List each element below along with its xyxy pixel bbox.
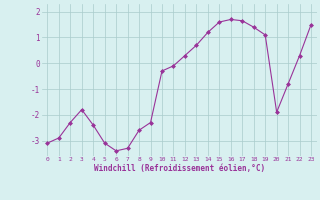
X-axis label: Windchill (Refroidissement éolien,°C): Windchill (Refroidissement éolien,°C) — [94, 164, 265, 173]
